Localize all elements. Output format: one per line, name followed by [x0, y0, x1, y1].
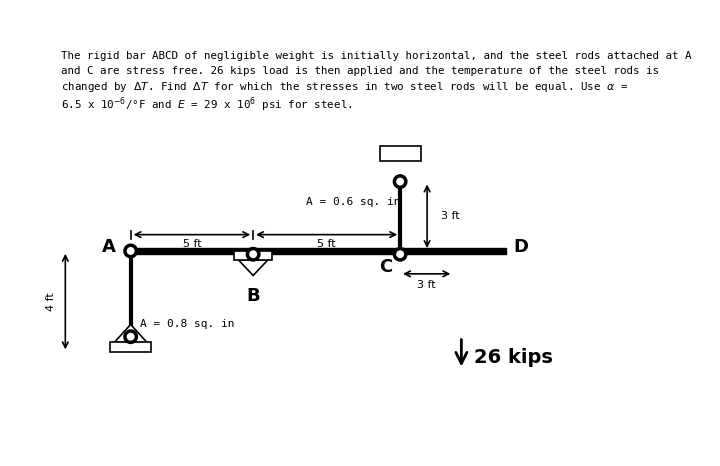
Bar — [379, 146, 420, 161]
Bar — [110, 343, 151, 352]
Text: 6.5 x 10$^{-6}$/°F and $E$ = 29 x 10$^{6}$ psi for steel.: 6.5 x 10$^{-6}$/°F and $E$ = 29 x 10$^{6… — [61, 95, 353, 114]
Circle shape — [125, 245, 136, 257]
Text: 26 kips: 26 kips — [474, 348, 552, 367]
Text: 5 ft: 5 ft — [183, 240, 201, 249]
Bar — [235, 251, 272, 260]
Text: and C are stress free. 26 kips load is then applied and the temperature of the s: and C are stress free. 26 kips load is t… — [61, 66, 660, 75]
Circle shape — [395, 176, 406, 187]
Text: 5 ft: 5 ft — [318, 240, 336, 249]
Circle shape — [395, 248, 406, 260]
Text: A = 0.6 sq. in: A = 0.6 sq. in — [306, 197, 401, 207]
Text: B: B — [246, 287, 260, 305]
Polygon shape — [114, 324, 147, 343]
Text: 3 ft: 3 ft — [417, 280, 436, 290]
Text: 3 ft: 3 ft — [441, 211, 459, 221]
Circle shape — [248, 248, 259, 260]
Text: C: C — [379, 258, 392, 276]
Circle shape — [125, 331, 136, 343]
Text: A: A — [102, 238, 115, 256]
Text: changed by $\Delta T$. Find $\Delta T$ for which the stresses in two steel rods : changed by $\Delta T$. Find $\Delta T$ f… — [61, 80, 629, 94]
Bar — [127, 248, 506, 254]
Text: A = 0.8 sq. in: A = 0.8 sq. in — [140, 320, 235, 329]
Text: The rigid bar ABCD of negligible weight is initially horizontal, and the steel r: The rigid bar ABCD of negligible weight … — [61, 51, 692, 61]
Text: 4 ft: 4 ft — [45, 292, 55, 311]
Text: D: D — [513, 238, 528, 256]
Polygon shape — [238, 260, 268, 275]
